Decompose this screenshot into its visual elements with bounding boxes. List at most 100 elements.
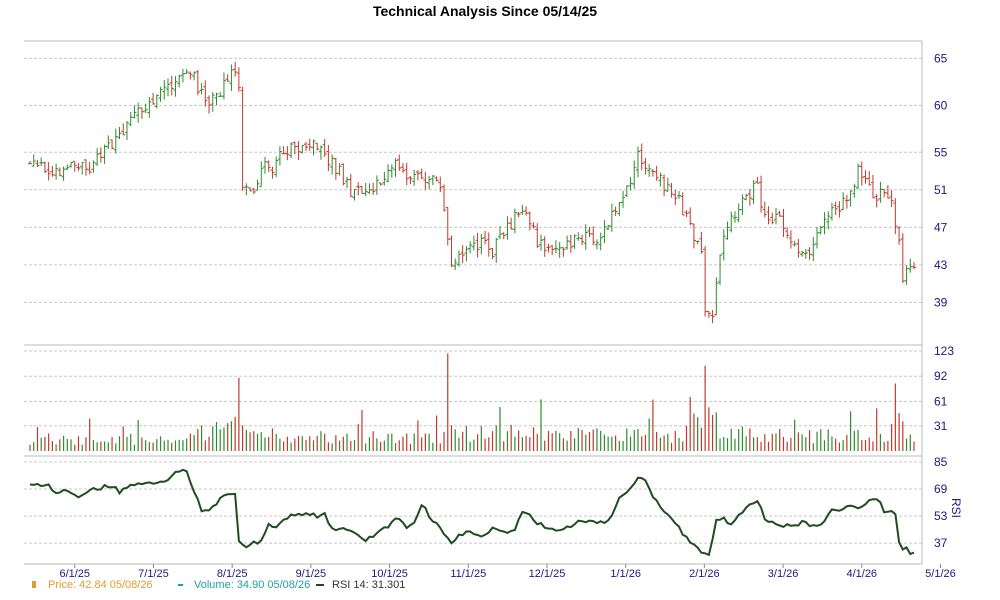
price-bar <box>397 154 402 171</box>
price-bar <box>833 201 838 216</box>
price-bar <box>900 233 905 284</box>
price-bar <box>248 187 253 192</box>
price-bar <box>285 145 290 161</box>
price-bar <box>889 190 894 208</box>
date-tick-label: 6/1/25 <box>59 568 90 580</box>
price-bar <box>531 222 536 229</box>
price-bar <box>382 171 387 186</box>
price-bar <box>50 165 55 177</box>
price-bar <box>386 164 391 183</box>
price-bar <box>345 176 350 189</box>
price-bar <box>266 160 271 173</box>
rsi-line <box>29 468 915 557</box>
price-bar <box>453 258 458 270</box>
price-bar <box>837 201 842 218</box>
price-bar <box>315 142 320 151</box>
price-bar <box>408 175 413 185</box>
rsi-tick-label: 53 <box>934 509 948 523</box>
price-bar <box>494 238 499 263</box>
price-bar <box>143 103 148 113</box>
price-bar <box>904 265 909 285</box>
price-bar <box>117 126 122 140</box>
price-bar <box>464 245 469 262</box>
price-bar <box>497 226 502 240</box>
price-bar <box>341 163 346 186</box>
price-bar <box>520 204 525 215</box>
price-bar <box>169 75 174 96</box>
price-bar <box>568 234 573 254</box>
price-bar <box>214 92 219 106</box>
price-tick-label: 55 <box>934 145 948 159</box>
price-bar <box>680 192 685 216</box>
price-bar <box>154 94 159 109</box>
price-bar <box>598 232 603 251</box>
price-bar <box>852 183 857 198</box>
price-bar <box>46 162 51 181</box>
price-bar <box>304 141 309 151</box>
price-bar <box>277 146 282 166</box>
price-bar <box>359 186 364 195</box>
price-bar <box>225 74 230 82</box>
price-bar <box>91 160 96 173</box>
price-bar <box>177 74 182 88</box>
price-bar <box>542 236 547 257</box>
volume-tick-label: 92 <box>934 369 948 383</box>
price-bar <box>80 161 85 175</box>
price-tick-label: 39 <box>934 295 948 309</box>
price-bar <box>236 67 241 92</box>
price-bar <box>695 240 700 245</box>
price-bar <box>210 92 215 112</box>
price-bar <box>684 210 689 218</box>
price-bar <box>251 187 256 195</box>
price-bar <box>546 243 551 253</box>
price-bar <box>423 171 428 190</box>
price-bar <box>486 232 491 257</box>
price-bar <box>841 192 846 211</box>
price-bar <box>274 156 279 178</box>
price-bar <box>669 183 674 198</box>
volume-tick-label: 31 <box>934 419 948 433</box>
price-bar <box>404 162 409 186</box>
price-bar <box>897 226 902 245</box>
date-tick-label: 5/1/26 <box>925 568 956 580</box>
price-bar <box>788 230 793 249</box>
price-bar <box>509 217 514 230</box>
price-bar <box>706 311 711 318</box>
price-bar <box>449 235 454 267</box>
price-bar <box>572 234 577 249</box>
price-bar <box>882 189 887 198</box>
price-bar <box>639 143 644 171</box>
price-bar <box>139 107 144 119</box>
price-panel <box>28 61 916 324</box>
price-bar <box>348 173 353 197</box>
price-bar <box>553 240 558 254</box>
price-bar <box>908 258 913 273</box>
price-bar <box>255 179 260 191</box>
legend-label: Volume: 34.90 05/08/26 <box>194 579 310 591</box>
price-bar <box>158 86 163 102</box>
price-bar <box>61 166 66 181</box>
price-bar <box>650 168 655 177</box>
legend-item: RSI 14: 31.301 <box>316 579 405 591</box>
legend-label: RSI 14: 31.301 <box>332 579 405 591</box>
price-bar <box>721 229 726 261</box>
price-bar <box>87 162 92 175</box>
price-bar <box>460 245 465 264</box>
price-bar <box>829 202 834 221</box>
price-bar <box>703 246 708 317</box>
price-bar <box>747 188 752 206</box>
price-bar <box>878 181 883 203</box>
price-bar <box>762 201 767 218</box>
price-bar <box>770 212 775 225</box>
price-bar <box>826 211 831 230</box>
price-bar <box>613 206 618 216</box>
price-bar <box>714 277 719 316</box>
price-bar <box>471 235 476 251</box>
price-bar <box>867 171 872 186</box>
price-bar <box>893 198 898 235</box>
price-bar <box>800 250 805 257</box>
price-bar <box>162 80 167 100</box>
price-bar <box>207 95 212 114</box>
price-bar <box>859 161 864 186</box>
